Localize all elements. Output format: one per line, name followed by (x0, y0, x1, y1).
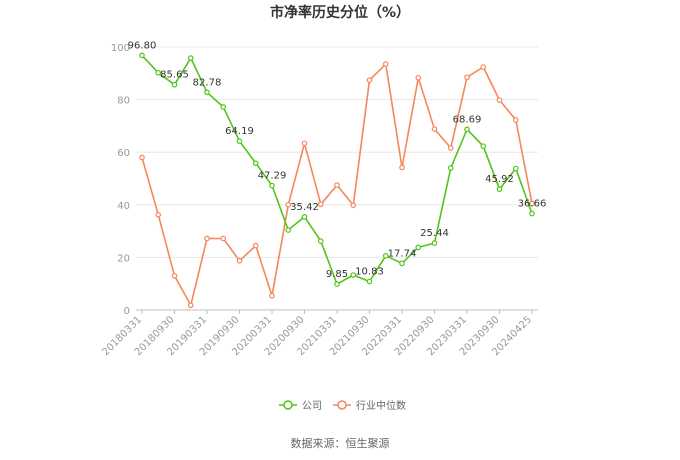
data-point-company (155, 69, 162, 76)
data-point-company (464, 126, 470, 133)
data-label: 17.74 (388, 248, 417, 259)
data-point-industry-median (447, 145, 454, 151)
data-point-industry-median (480, 64, 487, 70)
y-tick-label: 80 (117, 96, 130, 107)
data-point-industry-median (301, 140, 308, 147)
data-point-company (366, 278, 373, 285)
data-point-industry-median (220, 235, 227, 242)
legend-swatch-marker (283, 400, 293, 410)
source-note: 数据来源：恒生聚源 (291, 436, 390, 450)
data-point-industry-median (512, 117, 519, 123)
data-point-industry-median (171, 273, 178, 279)
data-label: 36.66 (518, 199, 547, 210)
y-tick-label: 60 (117, 148, 130, 159)
data-point-industry-median (366, 77, 373, 83)
data-point-industry-median (285, 202, 292, 208)
data-point-company (220, 104, 227, 110)
data-point-industry-median (187, 302, 194, 309)
data-point-company (204, 89, 210, 96)
data-point-company (480, 143, 487, 149)
legend-label: 行业中位数 (356, 399, 406, 412)
data-point-company (317, 238, 324, 244)
y-tick-label: 20 (117, 253, 130, 264)
data-point-company (187, 55, 194, 61)
data-point-industry-median (496, 97, 503, 103)
x-axis: 2018033120180930201903312019093020200331… (100, 309, 538, 358)
data-label: 47.29 (258, 171, 287, 182)
data-point-industry-median (236, 258, 243, 264)
data-label: 9.85 (326, 269, 348, 280)
data-point-industry-median (350, 202, 357, 209)
legend-item-industry-median[interactable]: 行业中位数 (333, 399, 406, 412)
data-point-company (350, 272, 357, 278)
data-point-company (512, 165, 519, 172)
data-label: 64.19 (225, 126, 254, 137)
data-point-industry-median (252, 242, 259, 249)
y-tick-label: 100 (111, 43, 130, 54)
data-point-company (334, 281, 340, 287)
data-point-company (431, 240, 438, 246)
y-tick-label: 40 (117, 201, 130, 212)
series-line-company (141, 54, 533, 285)
data-point-industry-median (382, 61, 389, 67)
data-point-company (447, 165, 454, 171)
data-point-company (415, 244, 422, 251)
data-labels: 96.80 85.65 82.78 64.19 47.29 35.42 9.85 10.83 1… (128, 40, 547, 280)
data-point-industry-median (139, 154, 145, 161)
legend-swatch-marker (337, 400, 347, 410)
data-label: 45.92 (485, 174, 514, 185)
data-point-industry-median (204, 235, 210, 242)
data-label: 82.78 (193, 77, 222, 88)
data-point-company (269, 182, 275, 189)
data-point-company (529, 210, 535, 217)
data-point-company (301, 214, 308, 220)
data-point-company (285, 227, 292, 233)
data-point-industry-median (269, 292, 275, 299)
data-point-company (171, 81, 178, 88)
data-point-industry-median (464, 74, 470, 81)
data-point-company (252, 160, 259, 167)
data-label: 10.83 (355, 267, 384, 278)
legend[interactable]: 公司 行业中位数 (279, 399, 406, 412)
data-point-company (399, 260, 405, 267)
data-point-industry-median (431, 126, 438, 132)
data-label: 35.42 (290, 202, 319, 213)
data-point-company (496, 186, 503, 193)
data-label: 25.44 (420, 228, 449, 239)
y-tick-label: 0 (124, 306, 130, 317)
data-point-industry-median (415, 74, 422, 81)
data-point-industry-median (529, 200, 535, 207)
data-label: 96.80 (128, 40, 157, 51)
data-point-company (236, 138, 243, 144)
chart-title: 市净率历史分位（%） (270, 4, 410, 21)
series-layer (139, 52, 535, 309)
data-point-industry-median (334, 182, 340, 188)
data-point-industry-median (317, 201, 324, 208)
data-label: 68.69 (453, 114, 482, 125)
data-point-industry-median (155, 211, 162, 218)
data-label: 85.65 (160, 70, 189, 81)
legend-label: 公司 (302, 401, 322, 412)
legend-item-company[interactable]: 公司 (279, 400, 322, 412)
y-axis: 0 20 40 60 80 100 (111, 43, 130, 317)
data-point-industry-median (399, 164, 405, 171)
data-point-company (139, 52, 145, 59)
data-point-company (382, 253, 389, 259)
